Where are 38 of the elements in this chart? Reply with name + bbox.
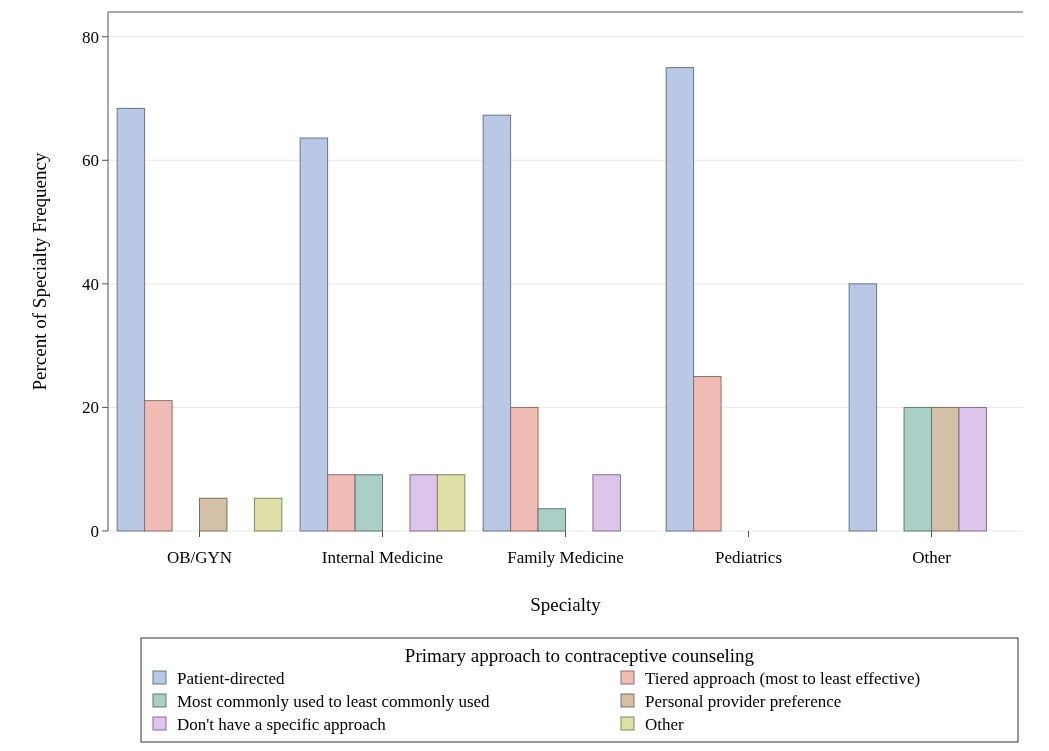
bar [199, 497, 228, 532]
bar [693, 376, 722, 532]
legend-label: Most commonly used to least commonly used [177, 691, 491, 711]
y-tick-label: 20 [82, 398, 99, 418]
x-tick-label: Family Medicine [507, 548, 624, 567]
bar [354, 474, 383, 532]
y-tick-label: 80 [82, 27, 99, 47]
bar [958, 406, 987, 532]
bar [537, 508, 566, 532]
bar [409, 474, 438, 532]
x-tick-label: Other [912, 548, 952, 567]
bar [436, 474, 466, 532]
y-axis-title: Percent of Specialty Frequency [29, 152, 50, 391]
legend-title: Primary approach to contraceptive counseling [404, 645, 755, 666]
bar [510, 406, 539, 532]
bar [903, 406, 932, 532]
x-tick-label: OB/GYN [166, 548, 233, 567]
legend-label: Don't have a specific approach [177, 714, 387, 734]
y-tick-label: 60 [82, 151, 99, 171]
y-tick-label: 40 [82, 274, 99, 294]
bar [327, 474, 356, 532]
bar [482, 114, 512, 532]
x-tick-label: Pediatrics [714, 548, 783, 567]
legend-label: Personal provider preference [645, 691, 842, 711]
bar [116, 107, 146, 532]
bar [253, 497, 283, 532]
bar [592, 474, 621, 532]
bar [848, 283, 878, 532]
bar [144, 400, 173, 532]
legend-label: Tiered approach (most to least effective) [645, 668, 921, 688]
bar [931, 406, 960, 532]
y-tick-label: 0 [90, 521, 99, 541]
legend-label: Patient-directed [177, 668, 286, 688]
legend-label: Other [645, 714, 685, 734]
bar [299, 137, 329, 532]
x-tick-label: Internal Medicine [321, 548, 444, 567]
x-axis-title: Specialty [530, 594, 602, 615]
bar [665, 67, 695, 532]
